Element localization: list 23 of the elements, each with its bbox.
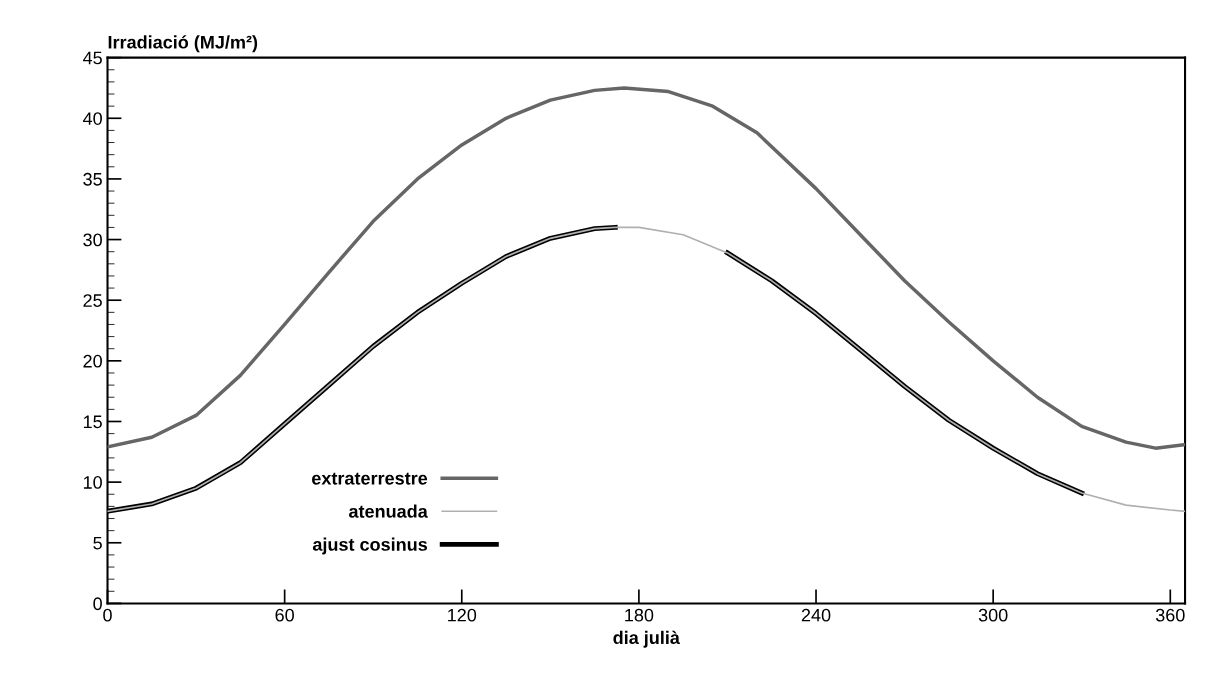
y-tick-label: 0	[93, 597, 102, 611]
x-tick-label: 300	[978, 608, 1008, 622]
x-tick-label: 180	[625, 608, 654, 622]
y-tick-label: 30	[83, 233, 102, 247]
y-tick-label: 15	[83, 415, 102, 429]
x-tick-label: 0	[103, 608, 112, 622]
y-axis-title: Irradiació (MJ/m²)	[108, 35, 258, 53]
y-tick-label: 10	[83, 476, 102, 489]
x-axis-title: dia julià	[613, 630, 680, 648]
y-tick-label: 5	[93, 536, 102, 550]
y-tick-label: 45	[82, 51, 102, 65]
x-tick-label: 240	[801, 608, 831, 622]
y-tick-label: 20	[83, 354, 102, 368]
x-tick-label: 120	[448, 608, 477, 622]
y-tick-label: 25	[83, 294, 102, 307]
x-tick-label: 360	[1155, 608, 1185, 622]
legend-label: ajust cosinus	[312, 537, 428, 555]
y-tick-label: 40	[82, 112, 102, 125]
y-tick-label: 35	[83, 172, 102, 186]
legend-label: extraterrestre	[312, 472, 428, 485]
line-series	[107, 86, 1186, 450]
x-tick-label: 60	[275, 608, 294, 622]
legend-label: atenuada	[349, 504, 428, 518]
